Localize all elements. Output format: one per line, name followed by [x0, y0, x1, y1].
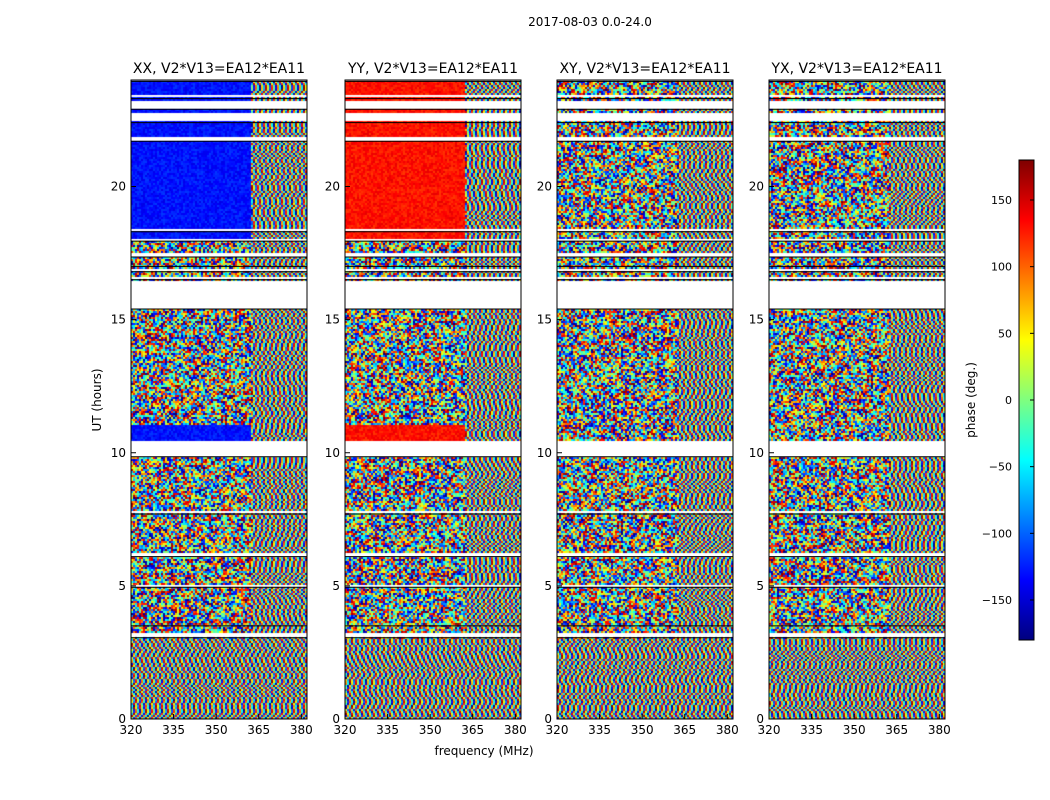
x-tick-label: 350 — [843, 723, 866, 737]
y-tick-label: 5 — [332, 579, 340, 593]
y-tick-label: 10 — [537, 446, 552, 460]
panels-layer: XX, V2*V13=EA12*EA11 320 335 350 365 380 0 5 10 1… — [111, 61, 951, 737]
y-tick-label: 5 — [544, 579, 552, 593]
y-tick-label: 15 — [537, 313, 552, 327]
panel-title: XY, V2*V13=EA12*EA11 — [559, 61, 730, 77]
y-tick-label: 10 — [111, 446, 126, 460]
x-tick-label: 350 — [631, 723, 654, 737]
colorbar-label: phase (deg.) — [964, 362, 978, 438]
colorbar-tick-label: 50 — [998, 327, 1012, 340]
phase-heatmap — [345, 80, 521, 719]
panel-title: XX, V2*V13=EA12*EA11 — [133, 61, 305, 77]
x-tick-label: 335 — [162, 723, 185, 737]
y-tick-label: 10 — [749, 446, 764, 460]
x-tick-label: 335 — [800, 723, 823, 737]
panel-xy: XY, V2*V13=EA12*EA11 320 335 350 365 380 0 5 10 1… — [537, 61, 739, 737]
y-axis-label: UT (hours) — [90, 368, 104, 431]
x-tick-label: 380 — [290, 723, 313, 737]
x-tick-label: 350 — [205, 723, 228, 737]
y-tick-label: 20 — [537, 180, 552, 194]
colorbar-tick-label: −50 — [989, 461, 1012, 474]
colorbar-tick-label: 150 — [991, 194, 1012, 207]
colorbar: 150 100 50 0 −50 −100 −150 — [982, 159, 1035, 641]
x-tick-label: 365 — [461, 723, 484, 737]
y-tick-label: 5 — [756, 579, 764, 593]
y-tick-label: 5 — [118, 579, 126, 593]
panel-yx: YX, V2*V13=EA12*EA11 320 335 350 365 380 0 5 10 1… — [749, 61, 951, 737]
x-tick-label: 380 — [504, 723, 527, 737]
panel-title: YX, V2*V13=EA12*EA11 — [770, 61, 942, 77]
colorbar-tick-label: −150 — [982, 594, 1012, 607]
y-tick-label: 20 — [111, 180, 126, 194]
x-tick-label: 380 — [716, 723, 739, 737]
colorbar-tick-label: 0 — [1005, 394, 1012, 407]
x-tick-label: 365 — [885, 723, 908, 737]
x-tick-label: 335 — [376, 723, 399, 737]
y-tick-label: 0 — [118, 712, 126, 726]
x-tick-label: 320 — [120, 723, 143, 737]
x-tick-label: 380 — [928, 723, 951, 737]
x-tick-label: 350 — [419, 723, 442, 737]
x-tick-label: 365 — [673, 723, 696, 737]
x-tick-label: 320 — [334, 723, 357, 737]
panel-frame — [556, 79, 734, 720]
x-tick-label: 320 — [758, 723, 781, 737]
phase-heatmap — [131, 80, 307, 719]
y-tick-label: 0 — [332, 712, 340, 726]
panel-frame — [768, 79, 946, 720]
colorbar-tick-label: 100 — [991, 261, 1012, 274]
y-tick-label: 20 — [749, 180, 764, 194]
y-tick-label: 0 — [544, 712, 552, 726]
panel-yy: YY, V2*V13=EA12*EA11 320 335 350 365 380 0 5 10 1… — [325, 61, 527, 737]
panel-title: YY, V2*V13=EA12*EA11 — [347, 61, 518, 77]
colorbar-tick-label: −100 — [982, 527, 1012, 540]
y-tick-label: 20 — [325, 180, 340, 194]
figure-suptitle: 2017-08-03 0.0-24.0 — [528, 15, 652, 29]
panel-frame — [344, 79, 522, 720]
y-tick-label: 15 — [749, 313, 764, 327]
y-tick-label: 10 — [325, 446, 340, 460]
panel-frame — [130, 79, 308, 720]
y-tick-label: 15 — [325, 313, 340, 327]
x-tick-label: 365 — [247, 723, 270, 737]
panel-xx: XX, V2*V13=EA12*EA11 320 335 350 365 380 0 5 10 1… — [111, 61, 313, 737]
y-tick-label: 15 — [111, 313, 126, 327]
phase-heatmap — [557, 80, 733, 719]
x-tick-label: 335 — [588, 723, 611, 737]
x-tick-label: 320 — [546, 723, 569, 737]
x-axis-label: frequency (MHz) — [434, 744, 533, 758]
y-tick-label: 0 — [756, 712, 764, 726]
phase-heatmap — [769, 80, 945, 719]
